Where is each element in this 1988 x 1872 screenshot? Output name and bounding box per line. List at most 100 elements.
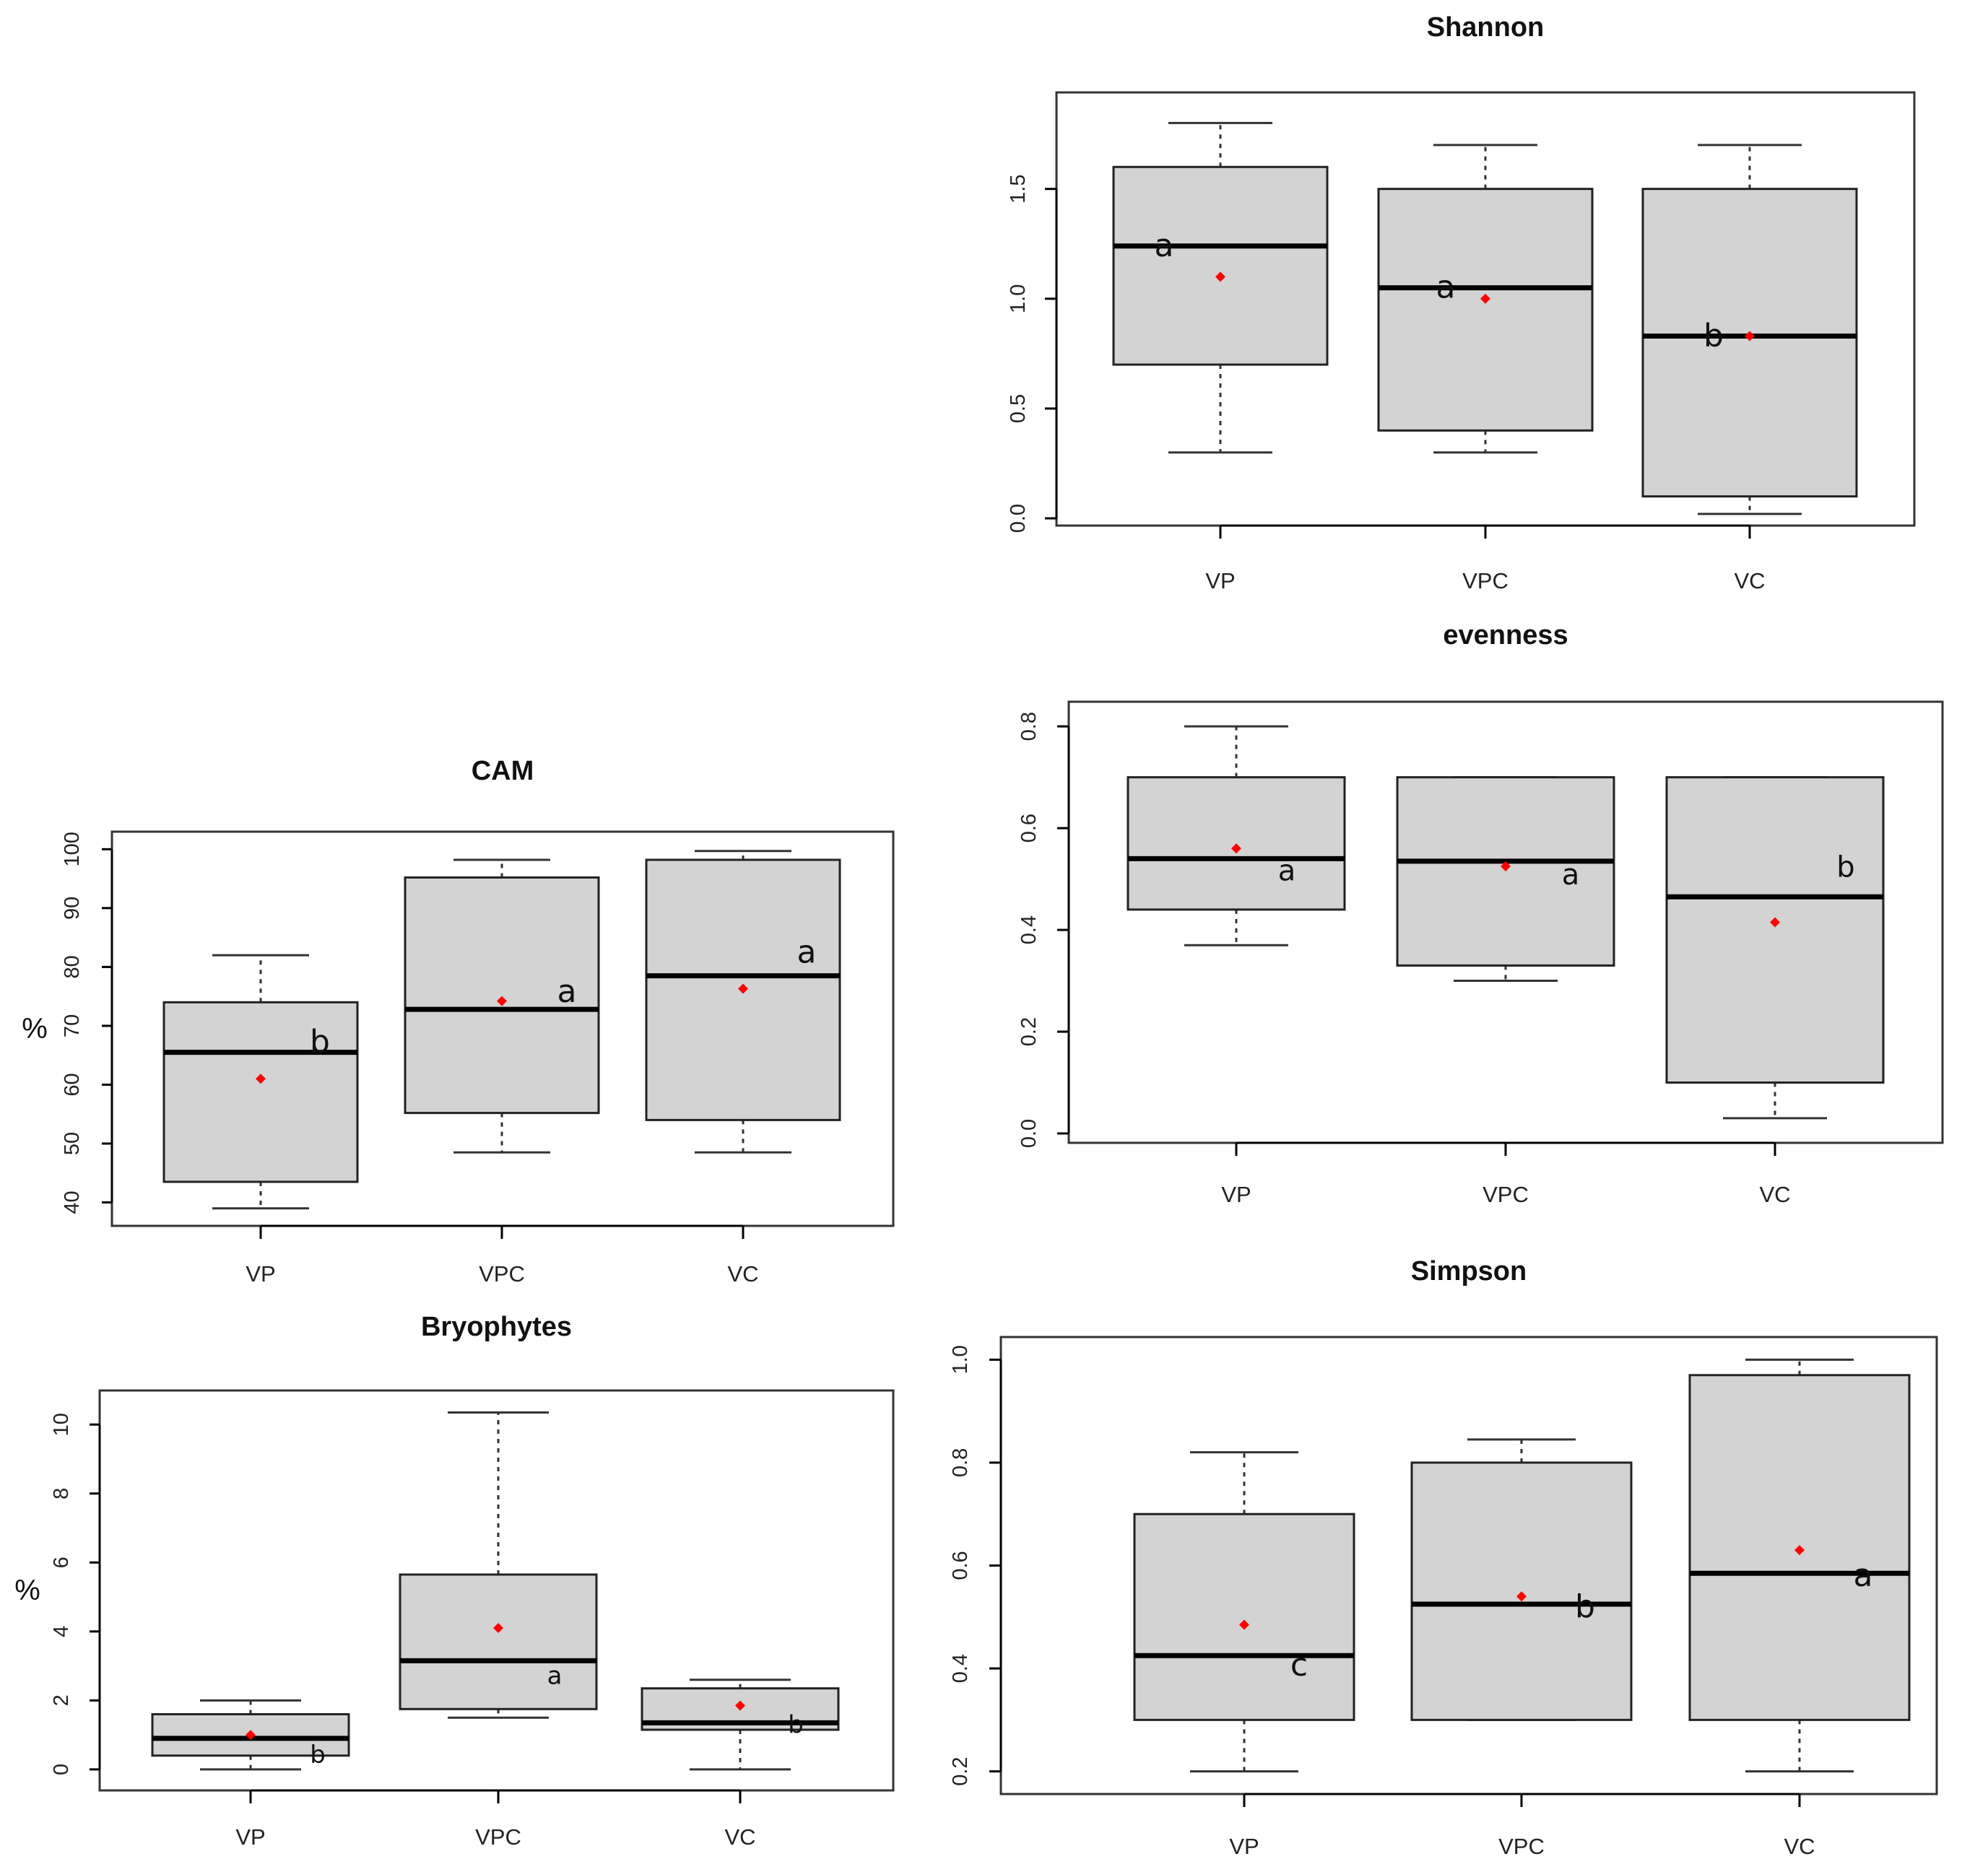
mean-marker (1501, 861, 1511, 871)
significance-letter: b (1575, 1588, 1595, 1625)
cam-box-vpc: a (404, 858, 600, 1154)
evenness-box-vc: b (1665, 776, 1885, 1120)
shannon-y-tick-label: 1.5 (1007, 175, 1030, 204)
significance-letter: b (310, 1024, 330, 1061)
simpson-y-tick-label: 0.6 (949, 1551, 972, 1580)
evenness-title: evenness (1443, 620, 1568, 650)
cam-y-tick-label: 90 (61, 897, 84, 920)
cam-y-tick-label: 60 (61, 1073, 84, 1096)
bryophytes-y-label: % (14, 1575, 40, 1606)
mean-marker (256, 1074, 266, 1084)
bryophytes-x-tick-label: VP (235, 1824, 265, 1850)
mean-marker (1516, 1591, 1527, 1602)
iqr-box (399, 1573, 598, 1710)
bryophytes-y-tick-label: 4 (50, 1626, 73, 1637)
shannon-x-tick-label: VP (1205, 568, 1235, 593)
simpson-y-tick-label: 0.4 (949, 1654, 972, 1683)
cam-x-tick-label: VP (246, 1261, 275, 1287)
iqr-box (162, 1001, 359, 1183)
bryophytes-y-tick-label: 0 (50, 1764, 73, 1775)
mean-marker (1215, 271, 1225, 282)
significance-letter: b (1703, 318, 1724, 354)
cam-y-tick-label: 70 (61, 1014, 84, 1037)
mean-marker (1231, 843, 1241, 854)
iqr-box (1396, 776, 1615, 967)
cam-y-tick-label: 40 (61, 1190, 84, 1214)
significance-letter: a (1854, 1557, 1873, 1594)
iqr-box (1410, 1461, 1633, 1721)
evenness-y-tick-label: 0.2 (1017, 1017, 1041, 1046)
evenness-x-tick-label: VPC (1483, 1182, 1529, 1207)
simpson-box-vp: c (1133, 1451, 1355, 1773)
bryophytes-title: Bryophytes (421, 1312, 572, 1342)
simpson-x-tick-label: VP (1229, 1834, 1259, 1859)
bryophytes-panel: Bryophytes 0 2 4 6 8 10% VP VPC VC b a b (14, 1312, 895, 1850)
significance-letter: b (310, 1741, 326, 1769)
cam-box-vp: b (162, 954, 359, 1210)
mean-marker (1239, 1619, 1249, 1630)
simpson-panel: Simpson 0.2 0.4 0.6 0.8 1.0 VP VPC VC c b a (949, 1256, 1938, 1859)
shannon-x-tick-label: VC (1734, 568, 1765, 593)
significance-letter: a (1562, 858, 1580, 892)
significance-letter: a (1436, 269, 1456, 306)
bryophytes-y-tick-label: 8 (50, 1488, 73, 1499)
simpson-y-tick-label: 1.0 (949, 1345, 972, 1374)
simpson-title: Simpson (1411, 1256, 1527, 1287)
significance-letter: a (1155, 227, 1174, 264)
cam-y-tick-label: 100 (61, 832, 84, 866)
evenness-panel: evenness 0.0 0.2 0.4 0.6 0.8 VP VPC VC a a b (1017, 620, 1944, 1207)
iqr-box (1127, 776, 1346, 911)
bryophytes-y-tick-label: 6 (50, 1557, 73, 1568)
shannon-y-tick-label: 0.5 (1007, 394, 1030, 423)
shannon-box-vc: b (1641, 144, 1858, 515)
cam-y-tick-label: 50 (61, 1132, 84, 1155)
cam-x-tick-label: VC (727, 1261, 758, 1287)
shannon-y-tick-label: 1.0 (1007, 284, 1030, 313)
significance-letter: a (797, 934, 817, 971)
evenness-box-vpc: a (1396, 776, 1615, 983)
shannon-box-vp: a (1112, 121, 1329, 454)
simpson-box-vpc: b (1410, 1438, 1633, 1721)
bryophytes-box-vp: b (151, 1699, 350, 1771)
iqr-box (404, 876, 600, 1115)
shannon-panel: Shannon 0.0 0.5 1.0 1.5 VP VPC VC a a b (1007, 12, 1916, 593)
bryophytes-box-vc: b (641, 1679, 840, 1771)
mean-marker (497, 996, 507, 1006)
cam-x-tick-label: VPC (479, 1261, 525, 1287)
evenness-y-tick-label: 0.8 (1017, 712, 1041, 741)
evenness-y-tick-label: 0.0 (1017, 1119, 1041, 1148)
evenness-y-tick-label: 0.4 (1017, 915, 1041, 944)
shannon-title: Shannon (1427, 12, 1545, 43)
mean-marker (1794, 1545, 1805, 1556)
significance-letter: a (557, 973, 577, 1010)
simpson-box-vc: a (1688, 1358, 1911, 1773)
iqr-box (1133, 1512, 1355, 1721)
mean-marker (246, 1730, 256, 1741)
significance-letter: b (788, 1710, 804, 1739)
cam-title: CAM (472, 756, 534, 786)
iqr-box (1641, 188, 1858, 498)
bryophytes-y-tick-label: 2 (50, 1694, 73, 1706)
bryophytes-x-tick-label: VC (724, 1824, 755, 1850)
mean-marker (738, 983, 748, 994)
mean-marker (493, 1623, 503, 1634)
significance-letter: a (547, 1661, 563, 1690)
mean-marker (1480, 293, 1490, 304)
shannon-y-tick-label: 0.0 (1007, 504, 1030, 533)
simpson-y-tick-label: 0.2 (949, 1756, 972, 1785)
mean-marker (1745, 331, 1755, 341)
shannon-box-vpc: a (1377, 144, 1594, 454)
evenness-x-tick-label: VC (1759, 1182, 1790, 1207)
shannon-x-tick-label: VPC (1462, 568, 1509, 593)
significance-letter: b (1836, 850, 1854, 884)
evenness-box-vp: a (1127, 725, 1346, 946)
mean-marker (735, 1700, 745, 1711)
iqr-box (1665, 776, 1885, 1084)
cam-panel: CAM 40 50 60 70 80 90 100% VP VPC VC b a a (22, 756, 895, 1287)
cam-box-vc: a (645, 850, 841, 1154)
simpson-x-tick-label: VC (1784, 1834, 1815, 1859)
iqr-box (1377, 188, 1594, 432)
mean-marker (1770, 917, 1780, 928)
simpson-x-tick-label: VPC (1498, 1834, 1545, 1859)
